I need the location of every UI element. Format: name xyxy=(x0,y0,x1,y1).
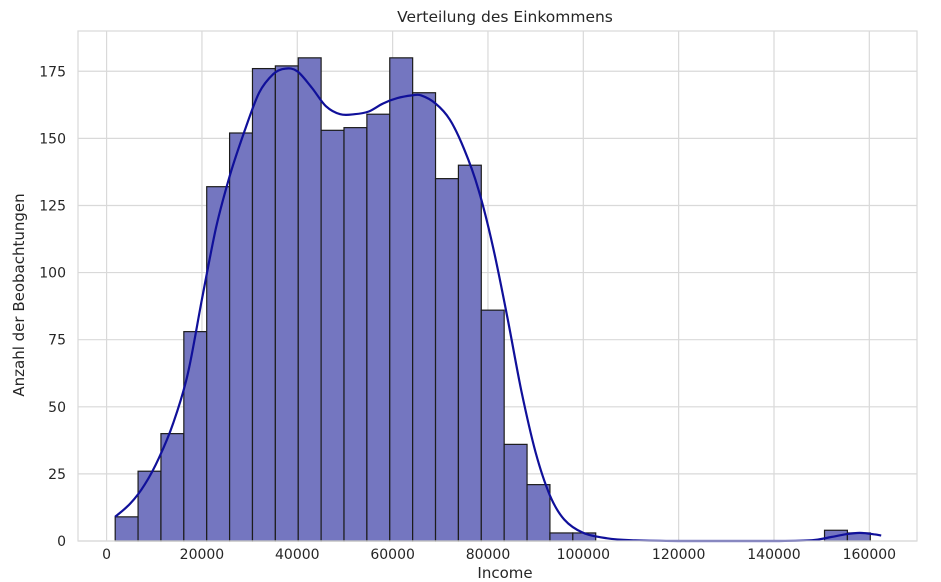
histogram-bar xyxy=(297,57,322,542)
histogram-bar xyxy=(160,433,185,542)
y-tick-label: 25 xyxy=(48,467,66,483)
histogram-bar xyxy=(320,129,345,542)
chart-title: Verteilung des Einkommens xyxy=(397,8,613,26)
plot-frame xyxy=(77,30,918,542)
histogram-bar xyxy=(343,127,368,542)
histogram-bar xyxy=(251,67,276,542)
x-tick-label: 80000 xyxy=(466,547,511,563)
histogram-bar xyxy=(503,443,528,542)
x-tick-label: 160000 xyxy=(843,547,896,563)
x-tick-label: 20000 xyxy=(180,547,225,563)
histogram-bar xyxy=(412,92,437,542)
histogram-bar xyxy=(228,132,254,542)
histogram-bar xyxy=(114,516,139,542)
histogram-bar xyxy=(480,309,505,542)
y-tick-label: 50 xyxy=(48,400,66,416)
x-tick-label: 100000 xyxy=(557,547,610,563)
y-tick-labels: 0 25 50 75 100 125 150 175 xyxy=(39,64,66,550)
histogram-bar xyxy=(274,65,299,542)
histogram-bar xyxy=(137,470,162,542)
y-tick-label: 175 xyxy=(39,64,66,80)
histogram-bars xyxy=(114,57,871,542)
y-tick-label: 0 xyxy=(57,534,66,550)
x-tick-label: 60000 xyxy=(370,547,415,563)
x-tick-label: 0 xyxy=(102,547,111,563)
x-tick-label: 120000 xyxy=(652,547,705,563)
x-tick-labels: 0 20000 40000 60000 80000 100000 120000 140000 1… xyxy=(102,547,896,563)
y-tick-label: 150 xyxy=(39,131,66,147)
x-tick-label: 140000 xyxy=(747,547,800,563)
y-tick-label: 100 xyxy=(39,266,66,282)
x-tick-label: 40000 xyxy=(275,547,320,563)
histogram-bar xyxy=(457,164,482,542)
y-tick-label: 75 xyxy=(48,333,66,349)
histogram-bar xyxy=(366,113,391,542)
histogram-bar xyxy=(526,484,551,542)
histogram-bar xyxy=(434,178,460,542)
x-axis-label: Income xyxy=(477,564,532,582)
histogram-bar xyxy=(183,331,208,542)
histogram-bar xyxy=(389,57,414,542)
histogram-bar xyxy=(206,186,231,542)
histogram-bar xyxy=(549,532,574,542)
y-tick-label: 125 xyxy=(39,198,66,214)
y-axis-label: Anzahl der Beobachtungen xyxy=(10,193,28,396)
